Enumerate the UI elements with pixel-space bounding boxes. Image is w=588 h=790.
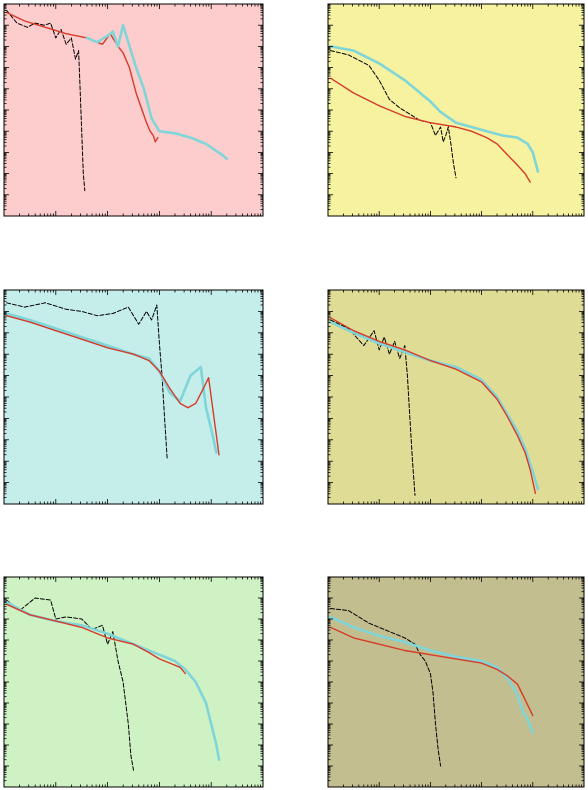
- plot-background: [4, 577, 263, 787]
- series-line-2: [329, 320, 540, 491]
- chart-panel-3: [3, 289, 264, 505]
- plot-frame: [327, 576, 585, 788]
- chart-panel-2: [327, 3, 585, 217]
- plot-frame: [3, 3, 264, 217]
- series-line-2: [329, 615, 535, 734]
- series-line-3: [5, 603, 187, 675]
- series-line-3: [5, 315, 220, 456]
- plot-background: [328, 4, 584, 216]
- plot-background: [328, 290, 584, 504]
- plot-background: [328, 577, 584, 787]
- plot-frame: [327, 289, 585, 505]
- chart-panel-6: [327, 576, 585, 788]
- chart-panel-1: [3, 3, 264, 217]
- plot-frame: [327, 3, 585, 217]
- series-line-2: [329, 45, 540, 173]
- chart-panel-4: [327, 289, 585, 505]
- plot-background: [4, 4, 263, 216]
- series-line-3: [329, 626, 534, 717]
- plot-background: [4, 290, 263, 504]
- plot-frame: [3, 289, 264, 505]
- chart-panel-5: [3, 576, 264, 788]
- series-line-3: [329, 77, 531, 183]
- plot-frame: [3, 576, 264, 788]
- series-line-1: [6, 9, 86, 192]
- series-line-2: [5, 11, 159, 143]
- series-line-3: [329, 317, 537, 494]
- series-line-1: [330, 608, 442, 767]
- series-line-1: [330, 319, 416, 496]
- series-line-3: [85, 23, 228, 161]
- series-line-1: [6, 302, 168, 460]
- series-line-1: [6, 597, 134, 771]
